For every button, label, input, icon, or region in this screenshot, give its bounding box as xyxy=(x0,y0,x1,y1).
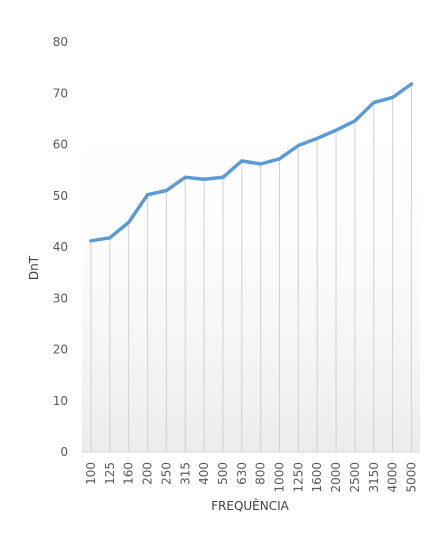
x-tick-label: 125 xyxy=(103,462,117,485)
x-tick-label: 3150 xyxy=(367,462,381,493)
y-tick-label: 30 xyxy=(53,291,68,305)
x-tick-label: 4000 xyxy=(386,462,400,493)
x-tick-label: 1250 xyxy=(291,462,305,493)
x-tick-label: 2500 xyxy=(348,462,362,493)
x-axis-title: FREQUÊNCIA xyxy=(211,498,290,513)
y-axis-title: DnT xyxy=(27,255,41,280)
y-tick-label: 70 xyxy=(53,86,68,100)
x-tick-label: 160 xyxy=(122,462,136,485)
plot-background xyxy=(82,90,420,452)
y-axis-ticks: 0 10 20 30 40 50 60 70 80 xyxy=(53,35,68,459)
x-tick-label: 800 xyxy=(254,462,268,485)
x-tick-label: 630 xyxy=(235,462,249,485)
y-tick-label: 50 xyxy=(53,189,68,203)
y-tick-label: 80 xyxy=(53,35,68,49)
x-tick-label: 400 xyxy=(197,462,211,485)
drop-lines xyxy=(90,84,412,452)
y-tick-label: 40 xyxy=(53,240,68,254)
y-tick-label: 10 xyxy=(53,394,68,408)
x-tick-label: 200 xyxy=(141,462,155,485)
y-tick-label: 60 xyxy=(53,138,68,152)
x-tick-label: 100 xyxy=(84,462,98,485)
x-tick-label: 1000 xyxy=(273,462,287,493)
x-tick-label: 250 xyxy=(159,462,173,485)
x-tick-label: 1600 xyxy=(310,462,324,493)
x-tick-label: 315 xyxy=(178,462,192,485)
series-line xyxy=(89,82,414,243)
y-tick-label: 0 xyxy=(60,445,68,459)
y-tick-label: 20 xyxy=(53,343,68,357)
x-axis-ticks: 100 125 160 200 250 315 400 500 630 800 1000 1250 16… xyxy=(84,462,418,493)
x-tick-label: 500 xyxy=(216,462,230,485)
x-tick-label: 5000 xyxy=(404,462,418,493)
x-tick-label: 2000 xyxy=(329,462,343,493)
